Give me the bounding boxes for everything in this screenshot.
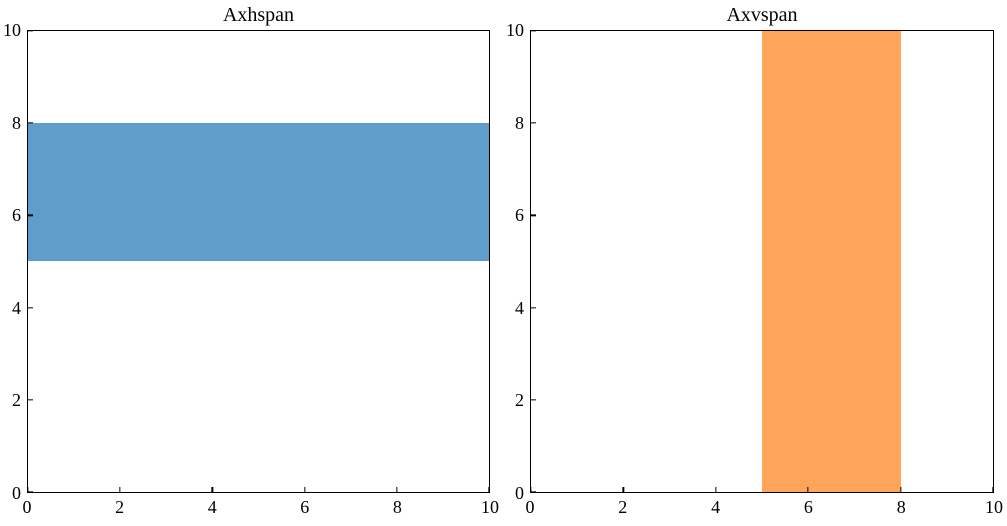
vertical-span <box>762 31 901 492</box>
x-tick-mark <box>807 487 809 492</box>
x-tick-label: 2 <box>115 497 125 517</box>
plot-title: Axvspan <box>726 4 798 26</box>
x-axis-tick-labels: 0 2 4 6 8 10 <box>23 493 500 521</box>
y-tick-label: 8 <box>515 112 524 133</box>
x-tick-mark <box>119 487 121 492</box>
y-tick-mark <box>531 491 536 492</box>
y-tick-mark <box>531 306 536 309</box>
y-axis-tick-labels: 0 2 4 6 8 10 <box>494 21 530 502</box>
x-tick-label: 4 <box>207 497 217 517</box>
y-tick-mark <box>531 214 536 217</box>
x-tick-mark <box>531 487 532 492</box>
x-tick-label: 8 <box>896 497 906 517</box>
subplot-axhspan: Axhspan 0 2 4 6 8 10 0 2 4 6 8 10 <box>3 4 499 516</box>
x-tick-label: 10 <box>481 497 499 517</box>
y-axis-tick-labels: 0 2 4 6 8 10 <box>0 21 27 502</box>
y-tick-label: 2 <box>12 390 21 411</box>
x-tick-label: 8 <box>392 497 402 517</box>
x-tick-mark <box>211 487 214 492</box>
plot-title: Axhspan <box>222 4 295 26</box>
x-tick-label: 2 <box>618 497 628 517</box>
y-tick-label: 10 <box>3 20 21 40</box>
axes <box>27 30 490 493</box>
x-axis-tick-labels: 0 2 4 6 8 10 <box>526 493 1004 521</box>
horizontal-span <box>28 123 489 262</box>
x-tick-label: 0 <box>525 497 535 517</box>
x-tick-mark <box>622 487 625 492</box>
y-tick-label: 2 <box>515 390 524 411</box>
y-tick-mark <box>28 31 33 32</box>
x-tick-label: 4 <box>711 497 721 517</box>
axes <box>530 30 994 493</box>
y-tick-mark <box>28 122 33 124</box>
x-tick-label: 10 <box>985 497 1003 517</box>
x-tick-mark <box>899 487 902 492</box>
y-tick-label: 8 <box>12 112 21 133</box>
x-tick-mark <box>488 487 489 492</box>
y-tick-label: 10 <box>506 20 524 40</box>
x-tick-mark <box>715 487 717 492</box>
y-tick-mark <box>531 31 536 32</box>
y-tick-mark <box>28 306 33 309</box>
y-tick-label: 0 <box>515 483 524 503</box>
x-tick-label: 0 <box>22 497 32 517</box>
x-tick-mark <box>396 487 398 492</box>
y-tick-label: 4 <box>12 297 21 318</box>
y-tick-mark <box>28 214 33 217</box>
y-tick-label: 6 <box>515 205 524 226</box>
x-tick-label: 6 <box>300 497 310 517</box>
x-tick-mark <box>992 487 993 492</box>
x-tick-mark <box>303 487 306 492</box>
subplot-axvspan: Axvspan 0 2 4 6 8 10 0 2 4 6 8 10 <box>506 4 1003 516</box>
y-tick-mark <box>531 399 536 401</box>
y-tick-mark <box>28 491 33 492</box>
y-tick-label: 0 <box>12 483 21 503</box>
y-tick-label: 4 <box>515 297 524 318</box>
y-tick-mark <box>531 122 536 124</box>
x-tick-label: 6 <box>803 497 813 517</box>
y-tick-label: 6 <box>12 205 21 226</box>
x-tick-mark <box>28 487 29 492</box>
y-tick-mark <box>28 399 33 401</box>
